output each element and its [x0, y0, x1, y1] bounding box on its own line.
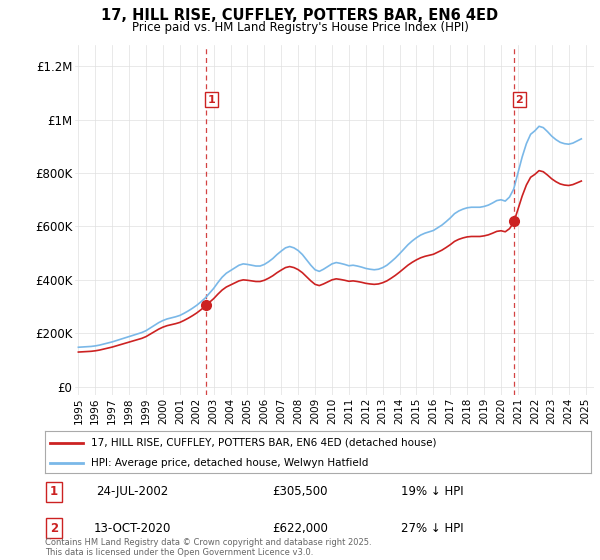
Text: Price paid vs. HM Land Registry's House Price Index (HPI): Price paid vs. HM Land Registry's House …: [131, 21, 469, 34]
Text: 27% ↓ HPI: 27% ↓ HPI: [401, 521, 463, 535]
Text: £305,500: £305,500: [272, 485, 328, 498]
Text: HPI: Average price, detached house, Welwyn Hatfield: HPI: Average price, detached house, Welw…: [91, 458, 369, 468]
Text: 13-OCT-2020: 13-OCT-2020: [94, 521, 170, 535]
Text: 19% ↓ HPI: 19% ↓ HPI: [401, 485, 463, 498]
Text: 17, HILL RISE, CUFFLEY, POTTERS BAR, EN6 4ED (detached house): 17, HILL RISE, CUFFLEY, POTTERS BAR, EN6…: [91, 438, 437, 448]
Text: 17, HILL RISE, CUFFLEY, POTTERS BAR, EN6 4ED: 17, HILL RISE, CUFFLEY, POTTERS BAR, EN6…: [101, 8, 499, 24]
Text: 2: 2: [515, 95, 523, 105]
Text: Contains HM Land Registry data © Crown copyright and database right 2025.
This d: Contains HM Land Registry data © Crown c…: [45, 538, 371, 557]
Text: 1: 1: [50, 485, 58, 498]
Text: 2: 2: [50, 521, 58, 535]
Text: 1: 1: [208, 95, 215, 105]
Text: 24-JUL-2002: 24-JUL-2002: [96, 485, 168, 498]
Text: £622,000: £622,000: [272, 521, 328, 535]
